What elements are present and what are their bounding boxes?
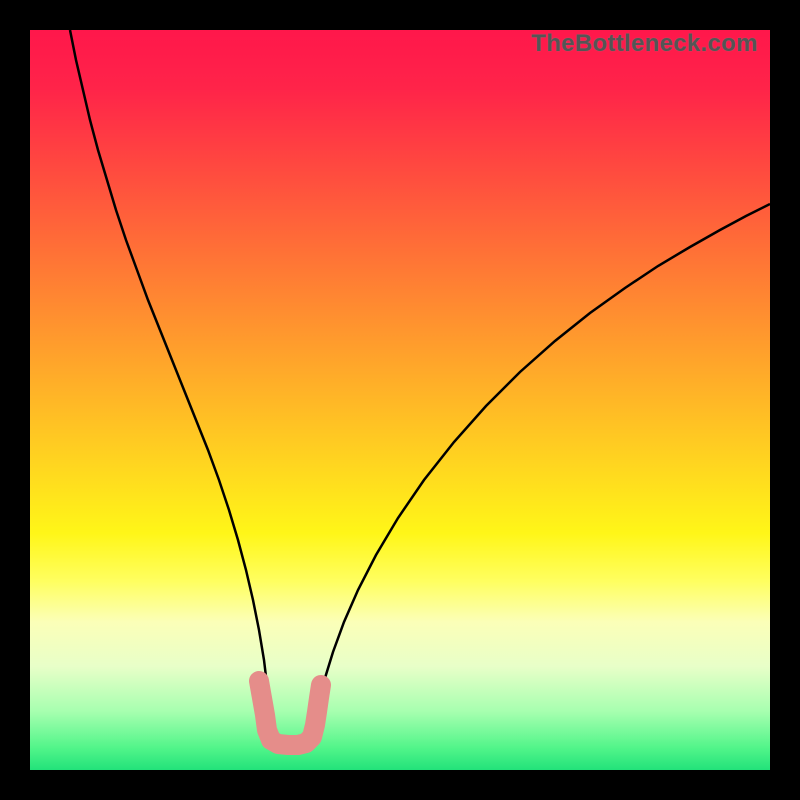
series-right-curve — [314, 204, 770, 742]
plot-area: TheBottleneck.com — [30, 30, 770, 770]
curves-svg — [30, 30, 770, 770]
series-pink-band — [259, 681, 321, 745]
chart-outer-frame: TheBottleneck.com — [0, 0, 800, 800]
series-left-curve — [70, 30, 268, 742]
